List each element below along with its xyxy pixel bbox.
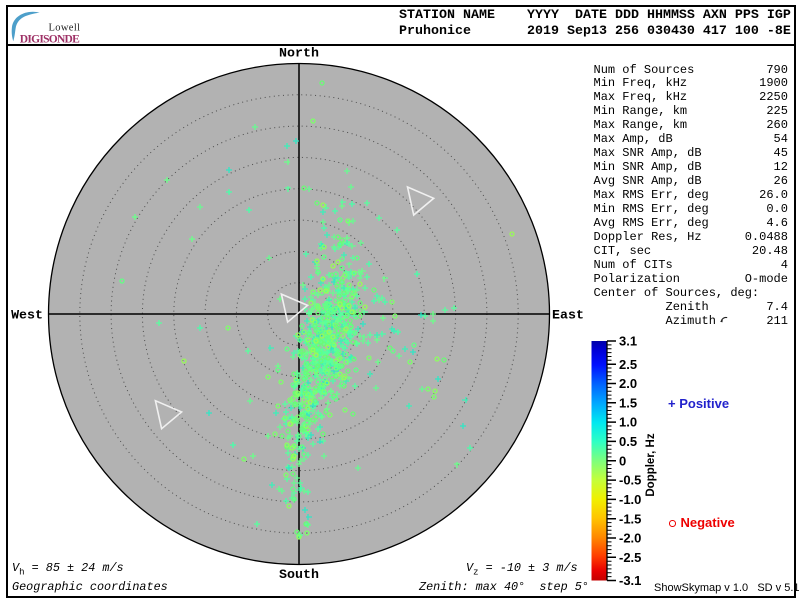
svg-text:West: West	[11, 308, 43, 323]
svg-text:1.5: 1.5	[619, 395, 637, 410]
svg-text:Lowell: Lowell	[49, 23, 81, 34]
svg-text:-1.0: -1.0	[619, 492, 641, 507]
svg-text:1.0: 1.0	[619, 415, 637, 430]
svg-text:East: East	[552, 308, 584, 323]
svg-text:-2.0: -2.0	[619, 531, 641, 546]
svg-text:DIGISONDE: DIGISONDE	[20, 33, 80, 44]
svg-text:0.5: 0.5	[619, 434, 637, 449]
svg-text:2.0: 2.0	[619, 376, 637, 391]
svg-text:Doppler, Hz: Doppler, Hz	[645, 433, 657, 497]
svg-text:0: 0	[619, 453, 626, 468]
svg-text:South: South	[279, 567, 319, 582]
svg-text:North: North	[279, 46, 319, 61]
svg-text:-3.1: -3.1	[619, 573, 641, 588]
svg-text:2.5: 2.5	[619, 357, 637, 372]
svg-text:-0.5: -0.5	[619, 473, 641, 488]
svg-text:3.1: 3.1	[619, 334, 637, 349]
svg-text:-1.5: -1.5	[619, 511, 641, 526]
svg-text:-2.5: -2.5	[619, 550, 641, 565]
